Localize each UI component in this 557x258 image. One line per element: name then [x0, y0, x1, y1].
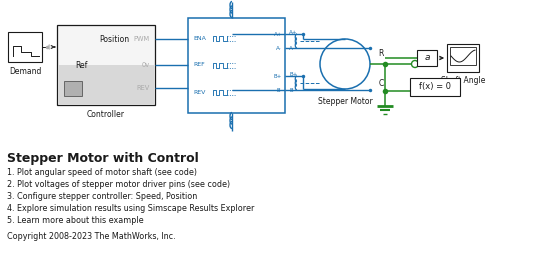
- Text: f(x) = 0: f(x) = 0: [419, 83, 451, 92]
- Text: A-: A-: [276, 45, 282, 51]
- Bar: [58, 65, 154, 104]
- Bar: [64, 81, 82, 96]
- Text: B-: B-: [276, 87, 282, 93]
- Text: A+: A+: [289, 29, 297, 35]
- Bar: [8, 32, 42, 62]
- Text: Shaft Angle: Shaft Angle: [441, 76, 485, 85]
- Bar: [188, 18, 285, 113]
- Text: 2. Plot voltages of stepper motor driver pins (see code): 2. Plot voltages of stepper motor driver…: [7, 180, 230, 189]
- Text: 5. Learn more about this example: 5. Learn more about this example: [7, 216, 144, 225]
- Text: PWM: PWM: [134, 36, 150, 42]
- Text: Copyright 2008-2023 The MathWorks, Inc.: Copyright 2008-2023 The MathWorks, Inc.: [7, 232, 175, 241]
- Text: B+: B+: [289, 71, 297, 77]
- Text: ENA: ENA: [193, 36, 206, 41]
- Text: 0v: 0v: [142, 62, 150, 68]
- Text: C: C: [378, 79, 384, 88]
- Circle shape: [412, 60, 418, 68]
- Text: Stepper Motor with Control: Stepper Motor with Control: [7, 152, 199, 165]
- Bar: [410, 78, 460, 96]
- Text: R: R: [378, 50, 384, 59]
- Bar: [447, 44, 479, 72]
- Text: 4. Explore simulation results using Simscape Results Explorer: 4. Explore simulation results using Sims…: [7, 204, 255, 213]
- Text: Position: Position: [99, 35, 129, 44]
- Text: a: a: [424, 53, 430, 62]
- Text: 3. Configure stepper controller: Speed, Position: 3. Configure stepper controller: Speed, …: [7, 192, 197, 201]
- Text: REF: REF: [193, 62, 205, 68]
- Text: Demand: Demand: [9, 67, 41, 76]
- Text: 1. Plot angular speed of motor shaft (see code): 1. Plot angular speed of motor shaft (se…: [7, 168, 197, 177]
- Bar: [57, 25, 155, 105]
- Text: A-: A-: [289, 45, 295, 51]
- Text: Ref: Ref: [75, 60, 87, 69]
- Text: A+: A+: [273, 31, 282, 36]
- Bar: [450, 47, 476, 65]
- Text: Controller: Controller: [87, 110, 125, 119]
- Text: B-: B-: [289, 87, 295, 93]
- Circle shape: [320, 39, 370, 89]
- Text: REV: REV: [137, 85, 150, 91]
- Text: Stepper Motor: Stepper Motor: [317, 97, 373, 106]
- Bar: [417, 50, 437, 66]
- Text: REV: REV: [193, 90, 206, 94]
- Text: B+: B+: [273, 74, 282, 78]
